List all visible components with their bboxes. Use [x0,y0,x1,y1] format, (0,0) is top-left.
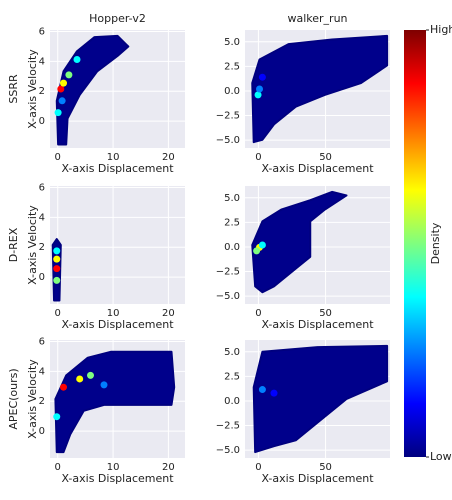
y-tick-label: 0 [39,426,45,437]
density-hotspot [73,56,81,63]
y-tick-label: −2.5 [216,421,240,432]
y-tick-label: 4 [39,366,45,377]
colorbar-label: Density [429,222,442,264]
density-hotspot [53,276,61,284]
density-hotspot [87,371,94,379]
y-tick-label: 5.0 [224,347,240,358]
density-hotspot [60,383,67,391]
x-tick-label: 50 [319,308,332,319]
density-hotspot [100,381,108,389]
y-tick-label: 0.0 [224,242,240,253]
y-axis-label: X-axis Velocity [26,359,39,439]
x-tick-label: 0 [255,462,261,473]
density-hotspot [258,73,266,81]
density-hotspot [270,389,278,397]
y-axis-label: X-axis Velocity [26,205,39,285]
density-hotspot [256,85,263,93]
y-tick-label: 2 [39,242,45,253]
density-cloud [251,34,389,144]
panel-title: Hopper-v2 [89,12,146,25]
x-axis-label: X-axis Displacement [261,318,374,331]
density-hotspot [53,255,61,263]
y-tick-label: 0.0 [224,396,240,407]
y-tick-label: 0 [39,116,45,127]
row-label: SSRR [7,74,20,104]
row-label: D-REX [7,227,20,262]
y-tick-label: 6 [39,26,45,37]
x-tick-label: 20 [162,308,175,319]
x-tick-label: 20 [162,152,175,163]
y-tick-label: 6 [39,336,45,347]
density-hotspot [57,85,65,93]
y-tick-label: 0 [39,272,45,283]
y-tick-label: 0.0 [224,86,240,97]
y-tick-label: −5.0 [216,291,240,302]
y-tick-label: 5.0 [224,37,240,48]
y-tick-label: 5.0 [224,193,240,204]
density-hotspot [53,247,61,255]
x-tick-label: 0 [255,152,261,163]
x-tick-label: 10 [107,308,120,319]
panel-title: walker_run [287,12,347,25]
x-tick-label: 10 [107,152,120,163]
x-tick-label: 10 [107,462,120,473]
density-hotspot [253,247,261,255]
x-tick-label: 50 [319,152,332,163]
y-tick-label: 6 [39,182,45,193]
x-axis-label: X-axis Displacement [61,162,174,175]
density-hotspot [254,91,262,99]
y-tick-label: 4 [39,212,45,223]
colorbar [404,30,426,457]
x-axis-label: X-axis Displacement [61,472,174,485]
y-tick-label: 2.5 [224,371,240,382]
x-axis-label: X-axis Displacement [261,472,374,485]
density-cloud [54,350,176,454]
density-cloud [251,190,348,294]
density-hotspot [76,375,84,383]
x-tick-label: 0 [55,308,61,319]
density-hotspot [54,109,62,117]
density-hotspot [53,265,61,273]
density-hotspot [258,386,266,394]
y-tick-label: −2.5 [216,111,240,122]
y-tick-label: −5.0 [216,445,240,456]
x-tick-label: 0 [255,308,261,319]
x-tick-label: 20 [162,462,175,473]
density-hotspot [53,413,61,421]
y-tick-label: 2.5 [224,217,240,228]
density-hotspot [58,97,66,105]
y-tick-label: −2.5 [216,267,240,278]
y-tick-label: 2 [39,86,45,97]
x-tick-label: 0 [55,152,61,163]
x-axis-label: X-axis Displacement [261,162,374,175]
row-label: APEC(ours) [7,368,20,429]
colorbar-high: High [430,23,452,36]
colorbar-low: Low [430,450,452,463]
x-axis-label: X-axis Displacement [61,318,174,331]
y-tick-label: −5.0 [216,135,240,146]
x-tick-label: 0 [55,462,61,473]
y-axis-label: X-axis Velocity [26,49,39,129]
plot-area [50,186,185,304]
density-hotspot [258,241,266,249]
density-hotspot [65,71,73,79]
y-tick-label: 2 [39,396,45,407]
density-cloud [55,34,130,146]
x-tick-label: 50 [319,462,332,473]
y-tick-label: 2.5 [224,61,240,72]
y-tick-label: 4 [39,56,45,67]
density-cloud [252,344,389,454]
density-hotspot [60,79,67,87]
